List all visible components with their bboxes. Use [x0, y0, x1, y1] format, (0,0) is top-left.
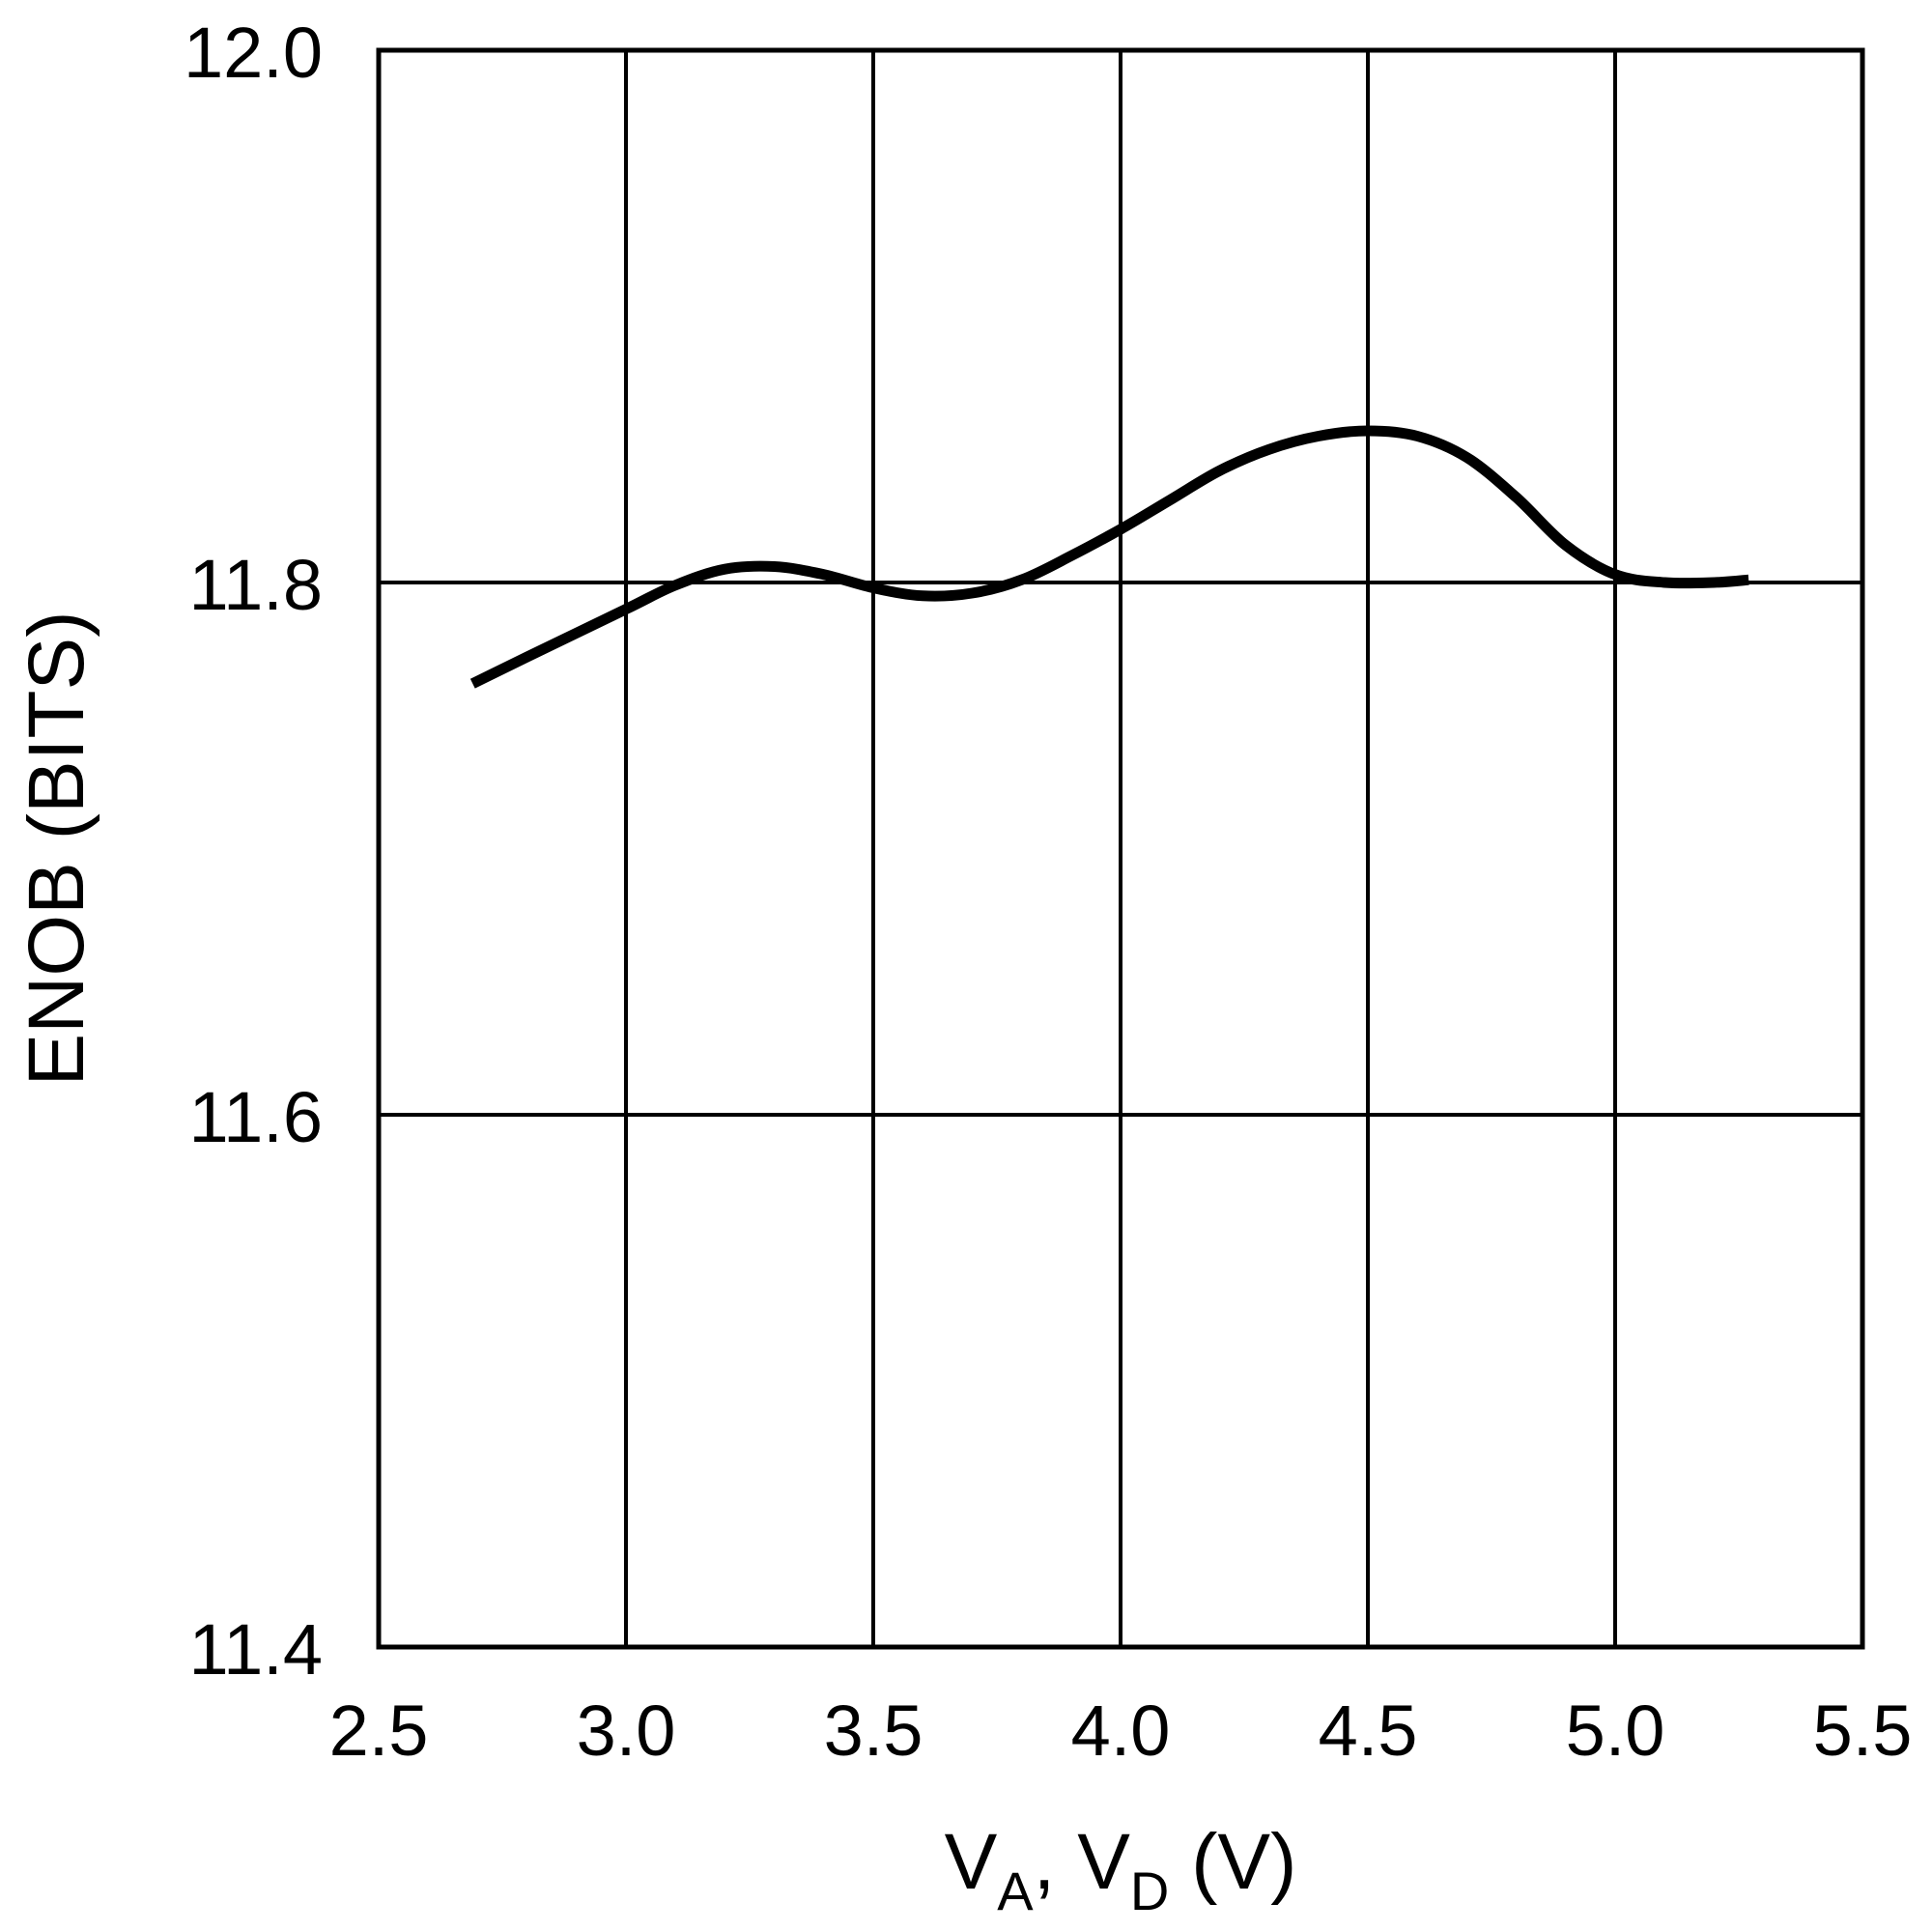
y-axis-title: ENOB (BITS): [13, 611, 100, 1086]
x-tick-label: 3.5: [824, 1690, 923, 1771]
series-line-0: [469, 425, 1749, 689]
plot-frame: [376, 47, 1865, 1650]
x-axis-title-part: , V: [1034, 1818, 1131, 1906]
y-tick-label: 11.6: [188, 1077, 323, 1157]
series-layer: [469, 425, 1749, 689]
x-tick-label: 4.5: [1319, 1690, 1418, 1771]
x-tick-label: 4.0: [1071, 1690, 1171, 1771]
y-tick-label: 11.4: [188, 1609, 323, 1690]
tick-labels: 2.5 3.0 3.5 4.0 4.5 5.0 5.5 11.4 11.6 11.8 12.0: [184, 13, 1912, 1771]
x-tick-label: 2.5: [329, 1690, 429, 1771]
x-axis-title: VA, VD (V): [945, 1818, 1297, 1921]
x-tick-label: 5.0: [1566, 1690, 1665, 1771]
x-axis-title-part: (V): [1169, 1818, 1296, 1906]
y-tick-label: 11.8: [188, 545, 323, 625]
x-tick-label: 5.5: [1813, 1690, 1913, 1771]
x-tick-label: 3.0: [577, 1690, 676, 1771]
x-axis-title-part: V: [945, 1818, 998, 1906]
x-axis-title-subscript: D: [1130, 1861, 1169, 1921]
x-axis-title-subscript: A: [997, 1861, 1034, 1921]
grid-layer: [379, 50, 1862, 1647]
y-tick-label: 12.0: [184, 13, 323, 93]
